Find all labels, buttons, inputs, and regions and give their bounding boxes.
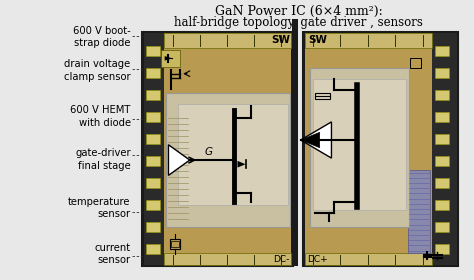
Bar <box>313 79 406 210</box>
Bar <box>432 33 457 265</box>
Bar <box>144 33 164 265</box>
Bar <box>435 90 449 100</box>
Bar <box>171 241 179 247</box>
Bar <box>164 33 292 48</box>
Bar <box>166 93 291 227</box>
Text: DC+: DC+ <box>307 255 328 264</box>
Bar <box>435 178 449 188</box>
Bar <box>146 156 160 166</box>
Text: SW: SW <box>308 35 327 45</box>
Bar <box>166 115 190 221</box>
Bar <box>310 68 409 227</box>
Bar <box>435 156 449 166</box>
Polygon shape <box>168 145 190 175</box>
Bar <box>305 253 432 265</box>
Bar <box>143 32 293 266</box>
Text: DC-: DC- <box>273 255 289 264</box>
Text: SW: SW <box>272 35 291 45</box>
Text: GaN Power IC (6×4 mm²):: GaN Power IC (6×4 mm²): <box>215 5 383 18</box>
Bar <box>161 50 180 67</box>
Text: temperature
sensor: temperature sensor <box>68 197 131 220</box>
Polygon shape <box>164 56 172 60</box>
Polygon shape <box>301 122 331 158</box>
Bar <box>435 112 449 122</box>
Bar <box>410 57 421 67</box>
Bar <box>146 90 160 100</box>
Bar <box>292 18 299 266</box>
Bar <box>303 32 458 266</box>
Bar <box>146 200 160 210</box>
Bar <box>146 112 160 122</box>
Bar <box>146 68 160 78</box>
Bar <box>305 33 432 265</box>
Bar <box>170 239 180 249</box>
Bar <box>178 104 288 205</box>
Bar <box>435 46 449 56</box>
Text: $G$: $G$ <box>204 145 213 157</box>
Text: half-bridge topology, gate driver , sensors: half-bridge topology, gate driver , sens… <box>174 16 423 29</box>
Text: drain voltage
clamp sensor: drain voltage clamp sensor <box>64 59 131 81</box>
Bar <box>315 93 330 99</box>
Text: current
sensor: current sensor <box>94 243 131 265</box>
Bar <box>146 178 160 188</box>
Bar <box>164 253 292 265</box>
Text: gate-driver
final stage: gate-driver final stage <box>75 148 131 171</box>
Bar <box>146 46 160 56</box>
Bar <box>435 200 449 210</box>
Polygon shape <box>301 132 319 148</box>
Text: 600 V boot-
strap diode: 600 V boot- strap diode <box>73 26 131 48</box>
Bar <box>305 33 432 48</box>
Polygon shape <box>237 161 246 168</box>
Bar <box>146 222 160 232</box>
Bar <box>435 134 449 144</box>
Bar <box>146 134 160 144</box>
Bar <box>408 170 430 253</box>
Bar <box>435 68 449 78</box>
Bar <box>435 244 449 254</box>
Text: 600 V HEMT
with diode: 600 V HEMT with diode <box>70 105 131 127</box>
Bar <box>435 222 449 232</box>
Bar <box>164 33 292 265</box>
Bar <box>146 244 160 254</box>
